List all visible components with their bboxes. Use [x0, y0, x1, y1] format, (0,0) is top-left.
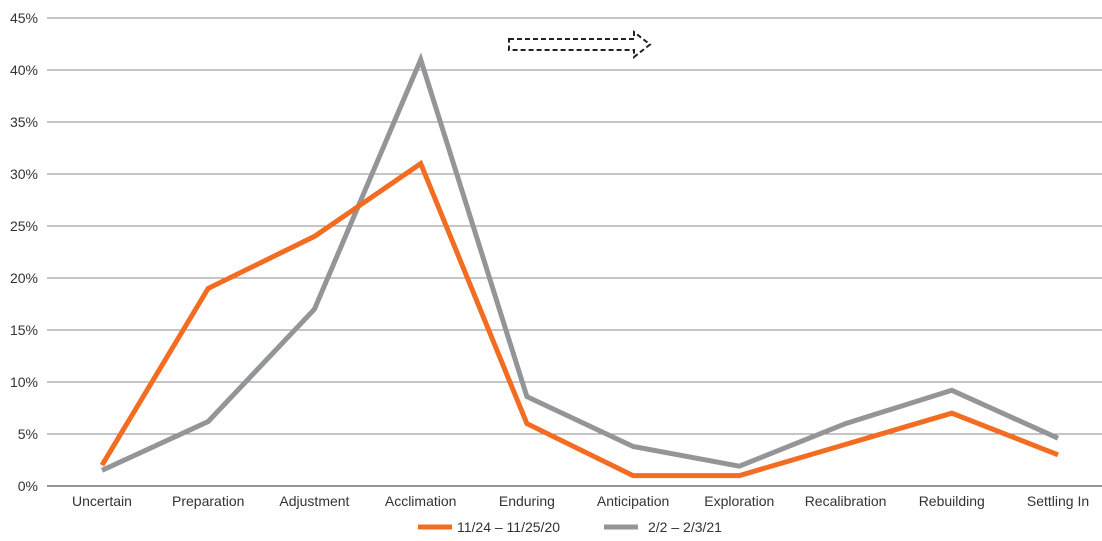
y-tick-label: 35% [10, 114, 38, 130]
legend: 11/24 – 11/25/20 2/2 – 2/3/21 [418, 519, 722, 535]
y-axis-ticks: 0% 5% 10% 15% 20% 25% 30% 35% 40% 45% [10, 10, 38, 494]
series-line-2 [100, 52, 1060, 473]
x-tick-label: Anticipation [597, 493, 669, 509]
y-tick-label: 45% [10, 10, 38, 26]
y-tick-label: 0% [18, 478, 38, 494]
gridlines [47, 17, 1102, 487]
y-tick-label: 40% [10, 62, 38, 78]
y-tick-label: 30% [10, 166, 38, 182]
y-tick-label: 10% [10, 374, 38, 390]
x-tick-label: Settling In [1027, 493, 1089, 509]
x-tick-label: Preparation [172, 493, 244, 509]
x-tick-label: Acclimation [385, 493, 457, 509]
x-tick-label: Recalibration [805, 493, 887, 509]
y-tick-label: 15% [10, 322, 38, 338]
dashed-arrow-annotation [508, 29, 652, 60]
x-tick-label: Enduring [499, 493, 555, 509]
y-tick-label: 25% [10, 218, 38, 234]
series-line-1 [99, 159, 1059, 479]
x-tick-label: Rebuilding [919, 493, 985, 509]
x-tick-label: Uncertain [72, 493, 132, 509]
legend-label: 2/2 – 2/3/21 [648, 519, 722, 535]
y-tick-label: 5% [18, 426, 38, 442]
series-lines [99, 52, 1060, 479]
x-axis-ticks: Uncertain Preparation Adjustment Acclimatio… [72, 493, 1089, 509]
x-tick-label: Exploration [704, 493, 774, 509]
y-tick-label: 20% [10, 270, 38, 286]
x-tick-label: Adjustment [279, 493, 349, 509]
legend-label: 11/24 – 11/25/20 [457, 519, 560, 535]
dashed-arrow-right-icon [508, 29, 652, 60]
